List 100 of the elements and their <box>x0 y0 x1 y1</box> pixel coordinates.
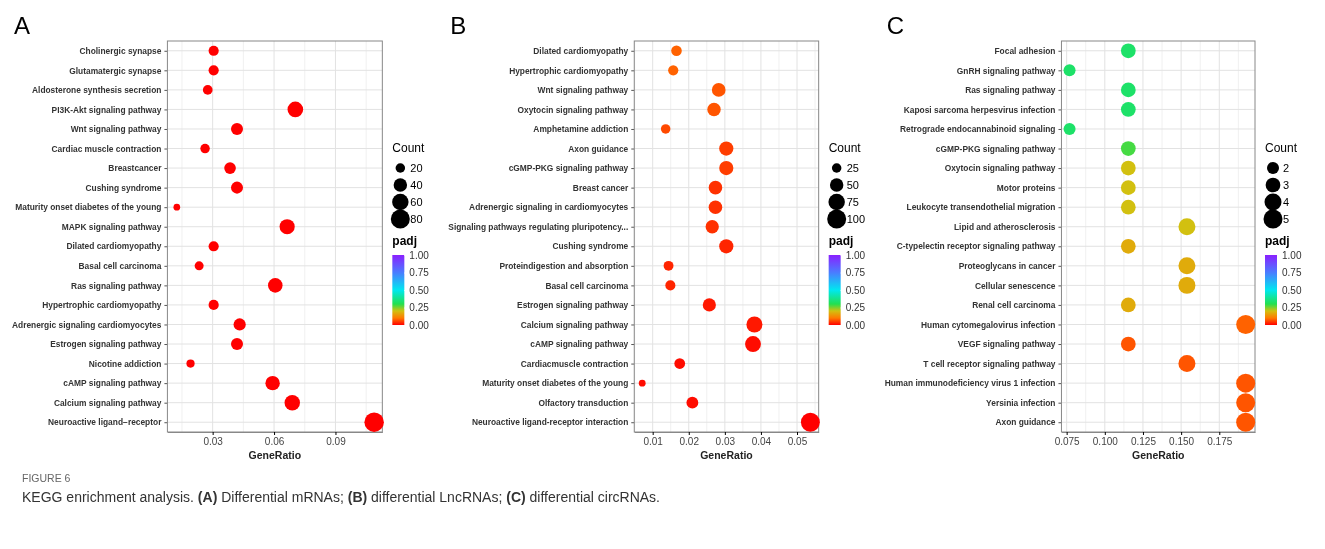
y-tick-label: Breastcancer <box>108 163 163 174</box>
text: KEGG enrichment analysis. (A) Differential mRNAs; (B) differential LncRNAs; (C) differential circRNAs. <box>22 489 660 505</box>
color-bar-title: padj <box>828 234 854 248</box>
y-tick-label: cAMP signaling pathway <box>530 339 629 350</box>
x-axis-title: GeneRatio <box>700 449 753 461</box>
y-tick-label: Aldosterone synthesis secretion <box>32 85 162 96</box>
y-tick-label: cAMP signaling pathway <box>63 378 162 389</box>
caption: FIGURE 6 <box>22 472 71 484</box>
x-tick-label: 0.01 <box>643 436 664 448</box>
y-tick-label: MAPK signaling pathway <box>61 221 162 232</box>
legend-label: 50 <box>846 179 859 191</box>
y-tick-label: Amphetamine addiction <box>533 124 629 135</box>
y-tick-label: Neuroactive ligand-receptor interaction <box>471 417 629 428</box>
y-tick-label: Calcium signaling pathway <box>520 319 629 330</box>
y-tick-label: Signaling pathways regulating pluripotency... <box>448 221 629 232</box>
y-tick-label: Adrenergic signaling in cardiomyocytes <box>469 202 629 213</box>
y-tick-label: Yersinia infection <box>986 397 1056 408</box>
legend-title: Count <box>392 141 426 155</box>
x-axis-title: GeneRatio <box>1131 449 1185 461</box>
y-tick-label: Cardiacmuscle contraction <box>520 358 629 369</box>
y-tick-label: Cholinergic synapse <box>79 45 162 56</box>
y-tick-label: PI3K-Akt signaling pathway <box>51 104 162 115</box>
color-bar-label: 0.00 <box>1282 319 1302 331</box>
y-tick-label: Oxytocin signaling pathway <box>944 163 1056 174</box>
y-tick-label: Maturity onset diabetes of the young <box>15 202 162 213</box>
legend-label: 80 <box>410 213 423 225</box>
chart-title: C <box>886 12 905 39</box>
y-tick-label: Estrogen signaling pathway <box>517 300 629 311</box>
x-tick-label: 0.09 <box>326 436 347 448</box>
y-tick-label: Wnt signaling pathway <box>70 124 162 135</box>
y-tick-label: Ras signaling pathway <box>71 280 162 291</box>
y-tick-label: Calcium signaling pathway <box>53 397 162 408</box>
y-tick-label: Basal cell carcinoma <box>78 261 162 272</box>
y-tick-label: Human cytomegalovirus infection <box>920 319 1056 330</box>
x-tick-label: 0.175 <box>1207 436 1233 448</box>
y-tick-label: T cell receptor signaling pathway <box>923 358 1056 369</box>
y-tick-label: Neuroactive ligand−receptor <box>48 417 163 428</box>
color-bar-label: 0.00 <box>845 319 866 331</box>
x-tick-label: 0.02 <box>679 436 700 448</box>
y-tick-label: GnRH signaling pathway <box>956 65 1056 76</box>
y-tick-label: Estrogen signaling pathway <box>50 339 162 350</box>
x-axis-title: GeneRatio <box>248 449 302 461</box>
legend-label: 4 <box>1283 196 1290 208</box>
legend-label: 100 <box>846 213 866 225</box>
legend-label: 20 <box>410 162 423 174</box>
y-tick-label: Cellular senescence <box>974 280 1056 291</box>
legend-label: 2 <box>1283 162 1290 174</box>
y-tick-label: Wnt signaling pathway <box>537 85 629 96</box>
y-tick-label: Dilated cardiomyopathy <box>533 45 629 56</box>
y-tick-label: Renal cell carcinoma <box>972 300 1056 311</box>
color-bar-label: 0.75 <box>1282 267 1302 279</box>
legend-label: 60 <box>410 196 423 208</box>
y-tick-label: Cardiac muscle contraction <box>51 143 162 154</box>
x-tick-label: 0.06 <box>264 436 285 448</box>
y-tick-label: Lipid and atherosclerosis <box>953 221 1056 232</box>
x-tick-label: 0.150 <box>1169 436 1195 448</box>
color-bar-label: 1.00 <box>409 249 430 261</box>
y-tick-label: Olfactory transduction <box>538 397 629 408</box>
color-bar-label: 0.50 <box>845 284 866 296</box>
y-tick-label: Kaposi sarcoma herpesvirus infection <box>903 104 1056 115</box>
x-tick-label: 0.075 <box>1054 436 1081 448</box>
x-tick-label: 0.125 <box>1130 436 1157 448</box>
legend-label: 40 <box>410 179 423 191</box>
color-bar-label: 0.75 <box>845 267 866 279</box>
color-bar-label: 0.75 <box>409 267 430 279</box>
y-tick-label: Dilated cardiomyopathy <box>66 241 162 252</box>
chart-title: B <box>450 12 467 39</box>
color-bar-label: 0.25 <box>845 302 866 314</box>
y-tick-label: Axon guidance <box>995 417 1056 428</box>
color-bar-title: padj <box>392 234 418 248</box>
y-tick-label: Basal cell carcinoma <box>545 280 629 291</box>
color-bar-label: 0.50 <box>1282 284 1302 296</box>
y-tick-label: Hypertrophic cardiomyopathy <box>42 300 162 311</box>
color-bar-label: 0.25 <box>409 302 430 314</box>
color-bar-title: padj <box>1265 234 1290 248</box>
y-tick-label: Human immunodeficiency virus 1 infection <box>884 378 1056 389</box>
y-tick-label: Proteoglycans in cancer <box>958 261 1057 272</box>
y-tick-label: Maturity onset diabetes of the young <box>482 378 629 389</box>
y-tick-label: Nicotine addiction <box>88 358 162 369</box>
y-tick-label: Adrenergic signaling cardiomyocytes <box>12 319 162 330</box>
y-tick-label: Hypertrophic cardiomyopathy <box>509 65 629 76</box>
y-tick-label: Retrograde endocannabinoid signaling <box>900 124 1056 135</box>
color-bar-label: 0.50 <box>409 284 430 296</box>
y-tick-label: Leukocyte transendothelial migration <box>906 202 1056 213</box>
x-tick-label: 0.05 <box>787 436 808 448</box>
y-tick-label: Ras signaling pathway <box>965 85 1056 96</box>
legend-label: 5 <box>1283 213 1290 225</box>
y-tick-label: cGMP-PKG signaling pathway <box>935 143 1056 154</box>
y-tick-label: Focal adhesion <box>994 45 1056 56</box>
y-tick-label: C-typelectin receptor signaling pathway <box>896 241 1056 252</box>
y-tick-label: Glutamatergic synapse <box>69 65 162 76</box>
legend-label: 75 <box>846 196 859 208</box>
legend-title: Count <box>1265 141 1298 155</box>
y-tick-label: Breast cancer <box>572 182 630 193</box>
color-bar-label: 0.00 <box>409 319 430 331</box>
y-tick-label: Cushing syndrome <box>85 182 162 193</box>
y-tick-label: Axon guidance <box>568 143 629 154</box>
legend-label: 25 <box>846 162 859 174</box>
legend-label: 3 <box>1283 179 1290 191</box>
y-tick-label: cGMP-PKG signaling pathway <box>508 163 629 174</box>
